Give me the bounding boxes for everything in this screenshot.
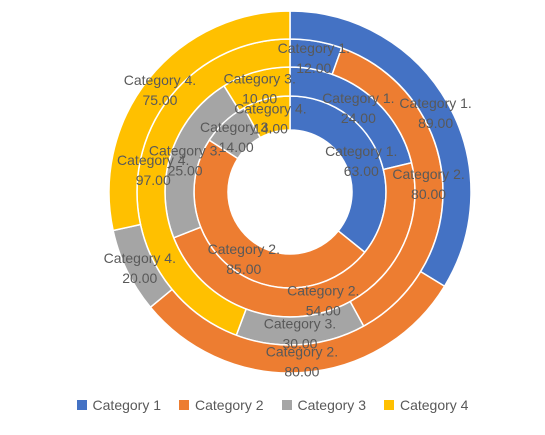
ring-4-data-label-category-3: Category 4. 20.00 bbox=[104, 250, 176, 286]
legend: Category 1 Category 2 Category 3 Categor… bbox=[0, 394, 545, 416]
legend-swatch-category-4 bbox=[383, 400, 394, 410]
legend-label-category-4: Category 4 bbox=[399, 397, 469, 413]
ring-1-data-label-category-2: Category 2. 85.00 bbox=[208, 241, 280, 277]
legend-label-category-2: Category 2 bbox=[195, 397, 264, 413]
ring-2-data-label-category-2: Category 2. 54.00 bbox=[287, 282, 359, 318]
legend-swatch-category-1 bbox=[76, 400, 87, 410]
ring-1-data-label-category-1: Category 1. 63.00 bbox=[325, 143, 397, 179]
legend-item-category-2: Category 2 bbox=[179, 397, 264, 413]
ring-3-data-label-category-2: Category 2. 80.00 bbox=[392, 166, 464, 202]
ring-4-data-label-category-1: Category 1. 89.00 bbox=[399, 95, 471, 131]
ring-2-data-label-category-4: Category 3. 10.00 bbox=[223, 71, 295, 107]
legend-label-category-1: Category 1 bbox=[92, 397, 162, 413]
legend-item-category-3: Category 3 bbox=[281, 397, 366, 413]
ring-1-data-label-category-3: Category 3. 14.00 bbox=[200, 119, 272, 155]
legend-swatch-category-2 bbox=[179, 400, 190, 410]
ring-3-data-label-category-1: Category 1. 12.00 bbox=[278, 40, 350, 76]
ring-4-slice-category-4 bbox=[108, 10, 291, 232]
legend-item-category-1: Category 1 bbox=[76, 397, 162, 413]
ring-1-data-label-category-4: Category 4. 14.00 bbox=[234, 100, 306, 136]
ring-3-data-label-category-3: Category 3. 30.00 bbox=[264, 316, 336, 352]
legend-swatch-category-3 bbox=[281, 400, 292, 410]
ring-2-data-label-category-3: Category 3. 25.00 bbox=[149, 142, 221, 178]
legend-label-category-3: Category 3 bbox=[297, 397, 366, 413]
legend-item-category-4: Category 4 bbox=[383, 397, 469, 413]
ring-4-data-label-category-2: Category 2. 80.00 bbox=[266, 344, 338, 380]
ring-2-data-label-category-1: Category 1. 24.00 bbox=[322, 90, 394, 126]
ring-3-data-label-category-4: Category 4. 97.00 bbox=[117, 152, 189, 188]
ring-4-data-label-category-4: Category 4. 75.00 bbox=[124, 72, 196, 108]
